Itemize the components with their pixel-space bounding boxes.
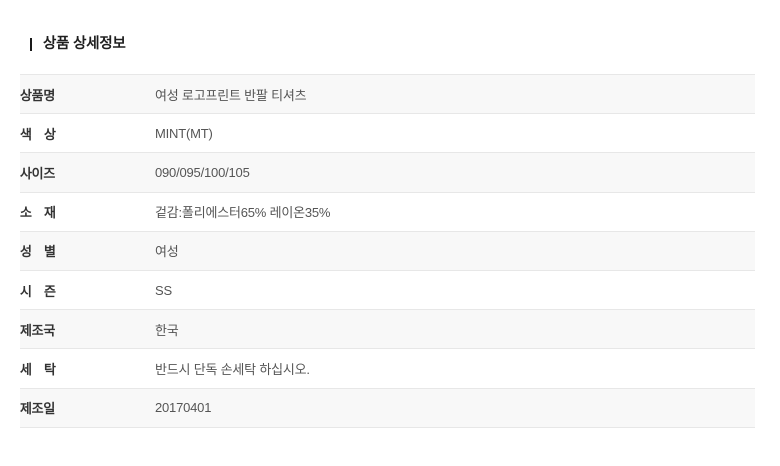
spec-label: 제조국 (20, 309, 155, 350)
spec-label-text: 소재 (20, 205, 68, 221)
spec-value: 여성 로고프린트 반팔 티셔츠 (155, 74, 755, 115)
spec-value: 반드시 단독 손세탁 하십시오. (155, 348, 755, 389)
spec-label: 소재 (20, 192, 155, 232)
spec-label-text: 시즌 (20, 283, 68, 299)
spec-row: 색상 MINT(MT) (20, 113, 755, 154)
spec-value: MINT(MT) (155, 113, 755, 154)
spec-value: 090/095/100/105 (155, 152, 755, 193)
section-heading: 상품 상세정보 (30, 34, 126, 54)
spec-row: 시즌 SS (20, 270, 755, 311)
spec-row: 제조일 20170401 (20, 388, 755, 428)
spec-label: 제조일 (20, 388, 155, 428)
spec-value: 한국 (155, 309, 755, 350)
spec-row: 제조국 한국 (20, 309, 755, 350)
spec-label: 세탁 (20, 348, 155, 389)
spec-label-text: 세탁 (20, 361, 68, 377)
spec-label-text: 성별 (20, 244, 68, 260)
page-title: 상품 상세정보 (43, 35, 126, 52)
spec-label: 사이즈 (20, 152, 155, 193)
spec-row: 소재 겉감:폴리에스터65% 레이온35% (20, 192, 755, 232)
spec-label: 상품명 (20, 74, 155, 115)
spec-value: SS (155, 270, 755, 311)
spec-label: 성별 (20, 231, 155, 271)
spec-row: 상품명 여성 로고프린트 반팔 티셔츠 (20, 74, 755, 115)
spec-row: 사이즈 090/095/100/105 (20, 152, 755, 193)
spec-value: 여성 (155, 231, 755, 271)
spec-label: 시즌 (20, 270, 155, 311)
spec-value: 20170401 (155, 388, 755, 428)
spec-value: 겉감:폴리에스터65% 레이온35% (155, 192, 755, 232)
spec-label: 색상 (20, 113, 155, 154)
spec-row: 세탁 반드시 단독 손세탁 하십시오. (20, 348, 755, 389)
heading-accent-bar (30, 37, 32, 51)
spec-label-text: 색상 (20, 126, 68, 142)
spec-row: 성별 여성 (20, 231, 755, 271)
